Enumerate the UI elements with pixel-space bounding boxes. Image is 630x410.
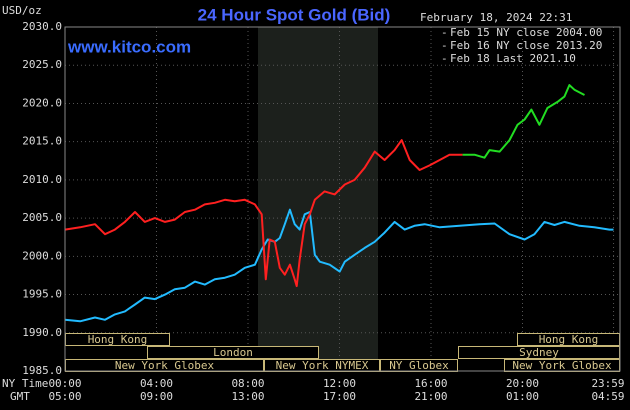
y-tick-label: 2015.0 — [22, 135, 62, 148]
x-tick-label-gmt: 13:00 — [231, 390, 264, 403]
y-tick-label: 2010.0 — [22, 173, 62, 186]
x-tick-label: 20:00 — [506, 377, 539, 390]
legend-entry: Feb 18 Last 2021.10 — [450, 52, 576, 65]
plot-frame — [64, 26, 621, 372]
row-label: NY Time — [2, 377, 48, 390]
x-tick-label-gmt: 04:59 — [591, 390, 624, 403]
session-label: London — [213, 346, 253, 359]
x-tick-label: 00:00 — [48, 377, 81, 390]
y-tick-label: 2025.0 — [22, 58, 62, 71]
session-label: Hong Kong — [539, 333, 599, 346]
session-label: New York NYMEX — [276, 359, 369, 372]
row-label: GMT — [10, 390, 30, 403]
series-line — [462, 84, 585, 159]
legend-dash: - — [441, 26, 448, 39]
x-tick-label: 08:00 — [231, 377, 264, 390]
x-tick-label-gmt: 05:00 — [48, 390, 81, 403]
y-axis-label: USD/oz — [2, 4, 42, 17]
session-label: NY Globex — [389, 359, 449, 372]
x-tick-label: 04:00 — [140, 377, 173, 390]
watermark: www.kitco.com — [67, 37, 191, 56]
chart-title: 24 Hour Spot Gold (Bid) — [198, 5, 391, 24]
x-tick-label: 16:00 — [414, 377, 447, 390]
y-tick-label: 2000.0 — [22, 249, 62, 262]
x-tick-label-gmt: 17:00 — [323, 390, 356, 403]
legend-entry: Feb 16 NY close 2013.20 — [450, 39, 602, 52]
session-label: Sydney — [519, 346, 559, 359]
legend-dash: - — [441, 52, 448, 65]
x-tick-label: 12:00 — [323, 377, 356, 390]
x-tick-label: 23:59 — [591, 377, 624, 390]
y-tick-label: 2005.0 — [22, 211, 62, 224]
series-line — [64, 208, 614, 323]
x-tick-label-gmt: 21:00 — [414, 390, 447, 403]
session-label: New York Globex — [115, 359, 215, 372]
series-line — [64, 139, 463, 288]
y-tick-label: 1995.0 — [22, 288, 62, 301]
nymex-shade — [258, 27, 378, 371]
y-tick-label: 1985.0 — [22, 364, 62, 377]
session-label: Hong Kong — [88, 333, 148, 346]
y-tick-label: 2020.0 — [22, 96, 62, 109]
legend-dash: - — [441, 39, 448, 52]
x-tick-label-gmt: 09:00 — [140, 390, 173, 403]
x-tick-label-gmt: 01:00 — [506, 390, 539, 403]
y-tick-label: 2030.0 — [22, 20, 62, 33]
session-bar — [147, 346, 319, 359]
y-tick-label: 1990.0 — [22, 326, 62, 339]
legend-entry: Feb 15 NY close 2004.00 — [450, 26, 602, 39]
timestamp: February 18, 2024 22:31 — [420, 11, 572, 24]
session-label: New York Globex — [512, 359, 612, 372]
